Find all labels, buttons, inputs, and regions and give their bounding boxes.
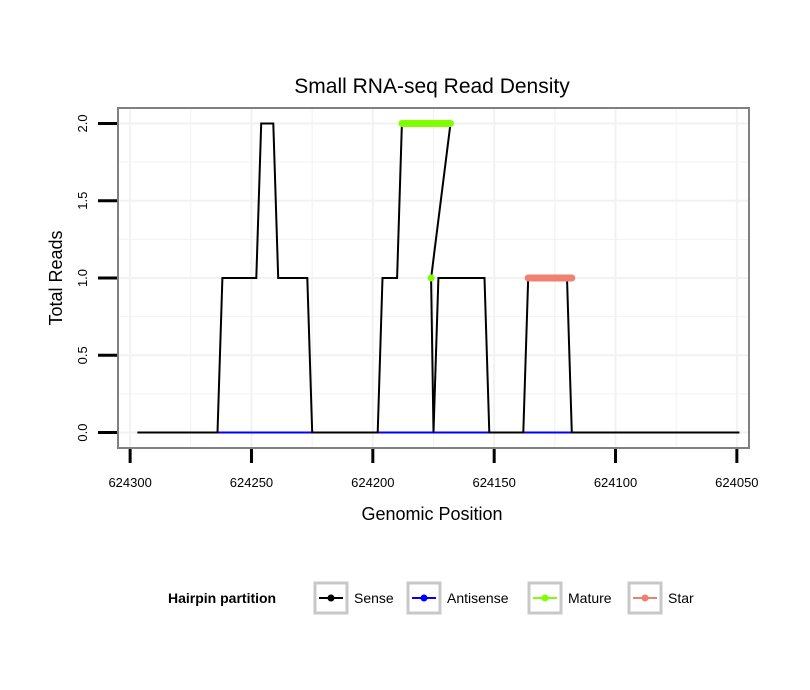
legend: Hairpin partition Sense Antisense Mature St… <box>168 581 694 615</box>
x-axis-title: Genomic Position <box>361 504 502 524</box>
x-axis: 624300 624250 624200 624150 624100 624050 <box>108 449 759 490</box>
x-tick-label: 624050 <box>715 475 758 490</box>
x-tick-label: 624150 <box>472 475 515 490</box>
x-tick-label: 624100 <box>594 475 637 490</box>
x-tick-label: 624300 <box>108 475 151 490</box>
y-tick-label: 0.0 <box>75 424 90 442</box>
legend-item-mature: Mature <box>527 581 612 615</box>
grid <box>119 109 748 447</box>
legend-label: Star <box>668 590 694 606</box>
legend-item-sense: Sense <box>313 581 394 615</box>
y-tick-label: 0.5 <box>75 346 90 364</box>
legend-title: Hairpin partition <box>168 590 276 606</box>
y-tick-label: 1.0 <box>75 269 90 287</box>
x-tick-label: 624250 <box>230 475 273 490</box>
legend-key-point <box>420 594 428 602</box>
legend-key-point <box>541 594 549 602</box>
legend-key-point <box>641 594 649 602</box>
x-tick-label: 624200 <box>351 475 394 490</box>
legend-item-star: Star <box>627 581 694 615</box>
legend-item-antisense: Antisense <box>406 581 509 615</box>
series-layer <box>137 119 740 434</box>
legend-label: Sense <box>354 590 394 606</box>
legend-key-point <box>327 594 335 602</box>
y-tick-label: 2.0 <box>75 114 90 132</box>
chart-title: Small RNA-seq Read Density <box>294 75 570 98</box>
y-axis-title: Total Reads <box>46 230 66 325</box>
legend-label: Antisense <box>447 590 509 606</box>
y-axis: 0.0 0.5 1.0 1.5 2.0 <box>75 114 117 442</box>
series-sense-line <box>137 122 740 434</box>
legend-label: Mature <box>568 590 612 606</box>
y-tick-label: 1.5 <box>75 192 90 210</box>
